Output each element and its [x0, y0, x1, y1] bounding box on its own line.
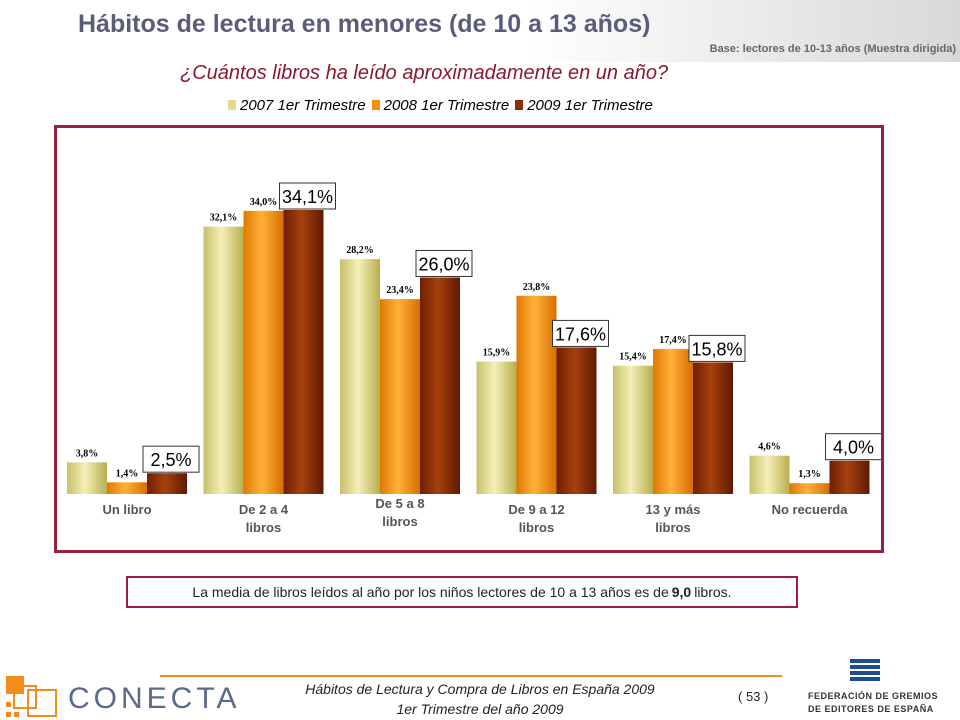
value-label-2009-3: 17,6% — [555, 324, 606, 344]
highlight-box-0 — [142, 445, 200, 473]
value-label-2007-3: 15,9% — [483, 348, 511, 359]
federacion-logo-mark — [850, 659, 880, 681]
category-label-1: De 2 a 4 libros — [239, 502, 289, 535]
bar-chart: 3,8% 1,4% 2,5% 32,1% 34,0% 34,1% 28,2% 23,4% 26,… — [67, 182, 881, 535]
category-label-3: De 9 a 12 libros — [508, 502, 564, 535]
legend-label-2007: 2007 1er Trimestre — [240, 96, 366, 114]
header-band — [0, 0, 960, 62]
legend-swatch-2008 — [371, 100, 380, 110]
highlight-box-4 — [688, 334, 746, 362]
conecta-logo-text: CONECTA — [68, 682, 240, 715]
highlight-box-5 — [825, 433, 881, 461]
average-note-prefix: La media de libros leídos al año por los… — [192, 584, 669, 600]
legend-swatch-2007 — [228, 100, 236, 110]
bar-2008-5 — [789, 483, 830, 494]
federacion-line-2: DE EDITORES DE ESPAÑA — [808, 704, 934, 714]
page-number: ( 53 ) — [738, 689, 769, 704]
category-label-4: 13 y más libros — [646, 502, 701, 535]
federacion-line-1: FEDERACIÓN DE GREMIOS — [808, 691, 939, 701]
bar-2007-4 — [613, 365, 653, 494]
bar-2009-5 — [829, 460, 870, 494]
bar-2008-2 — [380, 299, 420, 494]
value-label-2009-2: 26,0% — [418, 254, 469, 274]
value-label-2008-4: 17,4% — [659, 335, 687, 346]
category-label-2: De 5 a 8 libros — [375, 496, 424, 529]
legend-swatch-2009 — [515, 100, 524, 110]
bar-2007-5 — [749, 455, 790, 494]
legend-label-2008: 2008 1er Trimestre — [383, 96, 510, 114]
value-label-2007-1: 32,1% — [210, 213, 238, 224]
bar-2007-2 — [340, 259, 380, 494]
bar-2009-3 — [556, 347, 597, 494]
highlight-box-2 — [415, 249, 473, 277]
page-title: Hábitos de lectura en menores (de 10 a 1… — [78, 10, 651, 38]
value-label-2009-0: 2,5% — [150, 450, 191, 470]
bar-2009-4 — [693, 362, 733, 494]
category-label-0: Un libro — [102, 502, 151, 517]
bar-2009-1 — [283, 210, 324, 494]
footer-divider — [160, 675, 782, 677]
bar-2008-1 — [243, 210, 284, 494]
value-label-2008-2: 23,4% — [386, 285, 414, 296]
value-label-2007-0: 3,8% — [76, 448, 99, 459]
value-label-2009-4: 15,8% — [691, 339, 742, 359]
footer-line-1: Hábitos de Lectura y Compra de Libros en… — [305, 681, 655, 697]
bar-2007-0 — [67, 462, 107, 494]
value-label-2008-0: 1,4% — [116, 468, 139, 479]
category-label-5: No recuerda — [772, 502, 849, 517]
bar-2007-1 — [203, 226, 244, 494]
legend-label-2009: 2009 1er Trimestre — [527, 96, 653, 114]
footer-line-2: 1er Trimestre del año 2009 — [396, 701, 564, 717]
average-note-value: 9,0 — [671, 584, 692, 600]
value-label-2008-1: 34,0% — [250, 197, 278, 208]
average-note-suffix: libros. — [694, 584, 732, 600]
footer-text: Hábitos de Lectura y Compra de Libros en… — [280, 679, 680, 719]
bar-2007-3 — [476, 361, 517, 494]
bar-2008-0 — [107, 482, 147, 494]
highlight-box-1 — [279, 182, 336, 210]
sample-base-note: Base: lectores de 10-13 años (Muestra di… — [709, 43, 956, 55]
value-label-2007-4: 15,4% — [619, 352, 647, 363]
bar-2009-2 — [420, 277, 460, 494]
legend-item-2008: 2008 1er Trimestre — [371, 96, 510, 114]
legend-item-2009: 2009 1er Trimestre — [515, 97, 653, 114]
average-note: La media de libros leídos al año por los… — [126, 576, 798, 608]
value-label-2007-5: 4,6% — [758, 442, 781, 453]
legend-item-2007: 2007 1er Trimestre — [228, 97, 366, 114]
bar-2008-3 — [516, 295, 557, 494]
federacion-logo-text: FEDERACIÓN DE GREMIOS DE EDITORES DE ESP… — [808, 690, 938, 716]
chart-frame: 3,8% 1,4% 2,5% 32,1% 34,0% 34,1% 28,2% 23,4% 26,… — [54, 125, 884, 553]
value-label-2007-2: 28,2% — [346, 245, 374, 256]
bar-2008-4 — [653, 349, 693, 494]
value-label-2009-5: 4,0% — [833, 438, 874, 458]
chart-legend: 2007 1er Trimestre 2008 1er Trimestre 20… — [228, 96, 659, 114]
bar-2009-0 — [147, 473, 187, 494]
highlight-box-3 — [552, 319, 609, 347]
chart-question: ¿Cuántos libros ha leído aproximadamente… — [180, 62, 669, 84]
conecta-logo: CONECTA — [6, 676, 240, 717]
value-label-2008-5: 1,3% — [798, 469, 821, 480]
value-label-2009-1: 34,1% — [282, 187, 333, 207]
value-label-2008-3: 23,8% — [523, 282, 551, 293]
